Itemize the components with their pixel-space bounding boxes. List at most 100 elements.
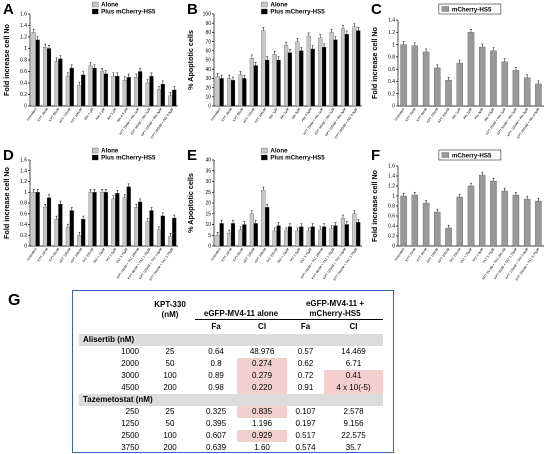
bar-alone [168, 95, 173, 107]
header-group-alone: eGFP-MV4-11 alone [195, 291, 287, 320]
legend-label: Alone [101, 2, 119, 9]
bar-alone [227, 78, 232, 107]
bar-hs5 [69, 67, 74, 107]
bar-hs5 [230, 223, 236, 247]
header-fa-alone: Fa [211, 322, 221, 331]
y-tick-label: 1.4 [20, 23, 27, 29]
fa-hs5: 0.197 [295, 419, 316, 428]
bar-hs5 [219, 223, 224, 247]
header-group-hs5: eGFP-MV4-11 + mCherry-HS5 [287, 291, 383, 320]
y-tick-label: 30 [205, 76, 211, 82]
x-tick-label: Untreated [26, 107, 38, 121]
bar-alone [272, 54, 277, 107]
bar-hs5 [126, 186, 131, 247]
bar-alone [352, 213, 357, 247]
y-tick-label: 0 [392, 104, 395, 110]
panel-g-label: G [8, 292, 21, 309]
bar-alone [318, 229, 323, 247]
ci-hs5: 35.7 [345, 443, 362, 452]
y-axis-label: Fold increase cell No [370, 26, 379, 99]
bar-alone [65, 227, 70, 247]
y-tick-label: 0 [392, 244, 395, 250]
bar-alone [249, 213, 254, 247]
fa-hs5: 0.574 [295, 443, 316, 452]
fa-alone: 0.89 [208, 371, 224, 380]
y-tick-label: 0.8 [388, 55, 395, 61]
panel-g: G KPT-330 (nM) eGFP-MV4-11 alone eGFP-MV… [0, 290, 550, 454]
y-tick-label: 0.4 [388, 79, 395, 85]
panel-f-chart: F Fold increase cell No 0 0.2 0.4 0.6 0.8 1 1.2 1… [370, 147, 544, 282]
bar-alone [329, 228, 334, 247]
bar-hs5 [299, 50, 304, 107]
bar-alone [54, 61, 59, 107]
panel-label: E [187, 147, 197, 164]
y-axis-label: Fold increase cell No [2, 23, 11, 96]
y-tick-label: 1 [392, 194, 395, 200]
bar-alone [295, 41, 300, 107]
bar-mcherry [490, 50, 497, 107]
kpt-dose: 25 [165, 407, 175, 416]
x-tick-label: Alis 3µM [291, 107, 302, 120]
bar-hs5 [310, 48, 315, 107]
legend-swatch [92, 147, 99, 154]
bar-alone [215, 235, 220, 247]
ci-hs5: 22.575 [341, 431, 366, 440]
bar-hs5 [138, 71, 143, 107]
kpt-dose: 50 [165, 419, 175, 428]
drug-dose: 1250 [121, 419, 139, 428]
y-tick-label: 0.6 [388, 67, 395, 73]
bar-hs5 [46, 48, 52, 107]
table-row: 2500 100 0.607 0.929 0.517 22.575 [79, 430, 383, 442]
bar-hs5 [172, 89, 177, 107]
x-tick-label: Untreated [394, 247, 406, 261]
y-tick-label: 0 [208, 104, 211, 110]
bar-alone [340, 217, 346, 247]
y-axis-label: Fold increase cell No [2, 166, 11, 239]
bar-hs5 [287, 52, 292, 107]
y-tick-label: 100 [203, 12, 212, 18]
legend-swatch [441, 152, 450, 158]
panel-d-chart: D Fold increase cell No 0 0.2 0.4 0.6 0.8 1 1.2 1… [2, 147, 178, 282]
bar-hs5 [172, 217, 177, 247]
drug-dose: 2500 [121, 431, 139, 440]
bar-hs5 [322, 226, 327, 247]
panel-c-chart: C Fold increase cell No 0 0.2 0.4 0.6 0.8 1 1.2 1… [370, 1, 544, 139]
y-tick-label: 0.2 [388, 234, 395, 240]
legend-swatch [92, 154, 99, 161]
table-row: 1250 50 0.395 1.196 0.197 9.156 [79, 418, 383, 430]
bar-hs5 [265, 207, 270, 247]
bar-alone [261, 189, 266, 247]
y-tick-label: 40 [205, 67, 211, 73]
bar-hs5 [265, 59, 270, 107]
y-tick-label: 1.4 [388, 174, 395, 180]
bar-alone [43, 207, 48, 247]
legend-swatch [92, 8, 99, 15]
fa-alone: 0.98 [208, 383, 224, 392]
fa-alone: 0.325 [206, 407, 227, 416]
bar-hs5 [356, 30, 361, 107]
group-row-tazemetostat: Tazemetostat (nM) [79, 394, 383, 406]
fa-hs5: 0.57 [297, 347, 314, 356]
bar-alone [145, 82, 150, 107]
bar-hs5 [230, 80, 236, 107]
ci-alone: 0.835 [237, 406, 287, 418]
bar-mcherry [523, 198, 531, 247]
bar-hs5 [103, 192, 108, 247]
x-tick-label: Untreated [26, 247, 38, 261]
bar-alone [77, 235, 82, 247]
bar-mcherry [411, 194, 419, 247]
bar-alone [318, 37, 323, 107]
kpt-dose: 200 [163, 443, 177, 452]
y-tick-label: 20 [205, 85, 211, 91]
bar-hs5 [115, 193, 120, 247]
x-tick-label: KPT 200nM + Alis 4.5µM [150, 107, 174, 139]
y-tick-label: 1.2 [388, 184, 395, 190]
bar-hs5 [242, 224, 247, 247]
bar-alone [54, 219, 59, 247]
y-tick-label: 0 [24, 104, 27, 110]
panel-b: B % Apoptotic cells 0 10 20 30 40 50 60 70 80 90 100… [184, 0, 368, 146]
panel-label: F [371, 147, 380, 164]
bar-mcherry [467, 32, 475, 107]
bar-mcherry [434, 67, 441, 107]
legend-swatch [92, 1, 99, 8]
